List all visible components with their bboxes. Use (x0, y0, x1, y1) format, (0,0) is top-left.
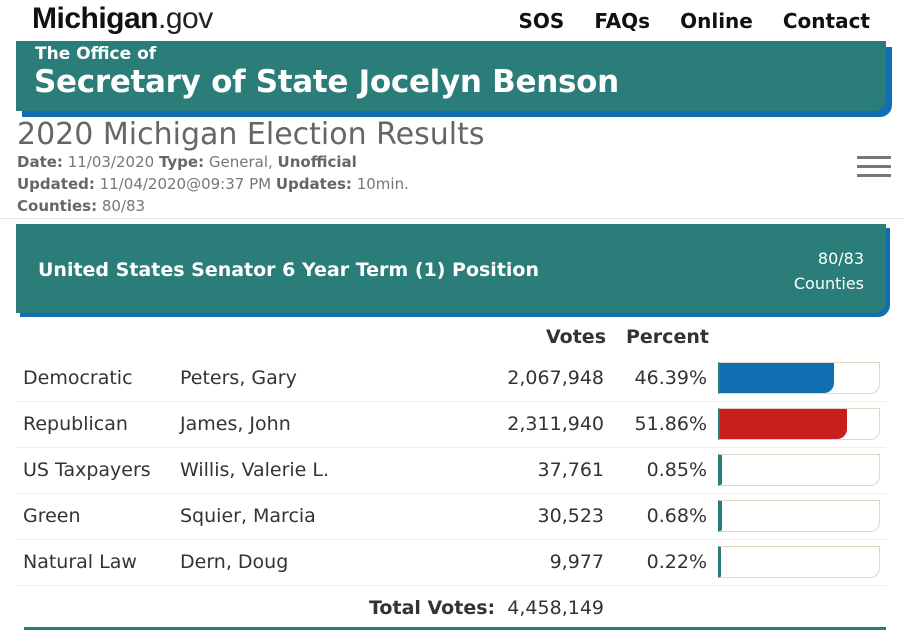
election-meta-counties: Counties: 80/83 (17, 197, 145, 215)
election-meta-updated: Updated: 11/04/2020@09:37 PM Updates: 10… (17, 175, 409, 193)
vote-percent: 0.68% (646, 505, 707, 527)
logo-tld: .gov (158, 2, 213, 35)
date-value: 11/03/2020 (67, 153, 155, 171)
race-counties-word: Counties (793, 274, 864, 293)
vote-count: 2,311,940 (507, 413, 604, 435)
vote-count: 9,977 (549, 551, 604, 573)
party-name: US Taxpayers (23, 459, 151, 481)
banner-office: The Office of (35, 44, 157, 64)
hamburger-menu-icon[interactable] (857, 156, 891, 178)
percent-bar-fill (720, 409, 847, 439)
vote-percent: 46.39% (634, 367, 707, 389)
candidate-name: Squier, Marcia (180, 505, 316, 527)
vote-count: 2,067,948 (507, 367, 604, 389)
percent-bar-fill (720, 363, 834, 393)
page-title: 2020 Michigan Election Results (17, 117, 485, 152)
banner-name: Secretary of State Jocelyn Benson (34, 64, 619, 100)
main-nav: SOS FAQs Online Contact (519, 9, 870, 33)
vote-percent: 51.86% (634, 413, 707, 435)
nav-link-sos[interactable]: SOS (518, 9, 565, 33)
updated-label: Updated: (17, 175, 95, 193)
candidate-name: Dern, Doug (180, 551, 289, 573)
vote-percent: 0.85% (646, 459, 707, 481)
vote-percent: 0.22% (646, 551, 707, 573)
sos-banner[interactable]: The Office of Secretary of State Jocelyn… (16, 41, 886, 111)
nav-link-faqs[interactable]: FAQs (594, 9, 651, 33)
table-row: Republican James, John 2,311,940 51.86% (16, 402, 886, 448)
counties-value: 80/83 (101, 197, 146, 215)
status-value: Unofficial (277, 153, 357, 171)
total-votes-label: Total Votes: (369, 597, 496, 619)
party-name: Green (23, 505, 81, 527)
updates-label: Updates: (275, 175, 352, 193)
table-row: US Taxpayers Willis, Valerie L. 37,761 0.85… (16, 448, 886, 494)
percent-bar-track (718, 500, 880, 532)
total-votes-value: 4,458,149 (507, 597, 604, 619)
vote-count: 30,523 (537, 505, 604, 527)
election-meta-date: Date: 11/03/2020 Type: General, Unoffici… (17, 153, 357, 171)
counties-label: Counties: (17, 197, 98, 215)
candidate-name: Peters, Gary (180, 367, 297, 389)
table-row: Democratic Peters, Gary 2,067,948 46.39% (16, 356, 886, 402)
race-counties-count: 80/83 (817, 249, 864, 268)
percent-bar-fill (720, 455, 722, 485)
percent-column-header: Percent (626, 326, 709, 348)
michigan-gov-logo[interactable]: Michigan.gov (32, 2, 213, 36)
race-counties: 80/83 Counties (794, 246, 864, 296)
percent-bar-track (718, 362, 880, 394)
percent-bar-fill (720, 501, 722, 531)
percent-bar-fill (720, 547, 721, 577)
updates-value: 10min. (356, 175, 409, 193)
logo-brand: Michigan (32, 2, 159, 35)
party-name: Democratic (23, 367, 133, 389)
vote-count: 37,761 (537, 459, 604, 481)
nav-link-contact[interactable]: Contact (782, 9, 870, 33)
race-header[interactable]: United States Senator 6 Year Term (1) Po… (16, 224, 886, 313)
nav-link-online[interactable]: Online (680, 9, 753, 33)
percent-bar-track (718, 546, 880, 578)
candidate-name: Willis, Valerie L. (180, 459, 330, 481)
updated-value: 11/04/2020@09:37 PM (99, 175, 272, 193)
table-row: Green Squier, Marcia 30,523 0.68% (16, 494, 886, 540)
candidate-name: James, John (180, 413, 291, 435)
party-name: Natural Law (23, 551, 137, 573)
votes-column-header: Votes (546, 326, 606, 348)
race-title: United States Senator 6 Year Term (1) Po… (38, 259, 539, 281)
percent-bar-track (718, 454, 880, 486)
party-name: Republican (23, 413, 128, 435)
table-row: Natural Law Dern, Doug 9,977 0.22% (16, 540, 886, 586)
percent-bar-track (718, 408, 880, 440)
section-divider (0, 218, 904, 219)
type-label: Type: (158, 153, 205, 171)
date-label: Date: (17, 153, 63, 171)
top-bar: Michigan.gov SOS FAQs Online Contact (0, 0, 904, 42)
type-value: General, (208, 153, 273, 171)
bottom-rule (24, 627, 886, 630)
